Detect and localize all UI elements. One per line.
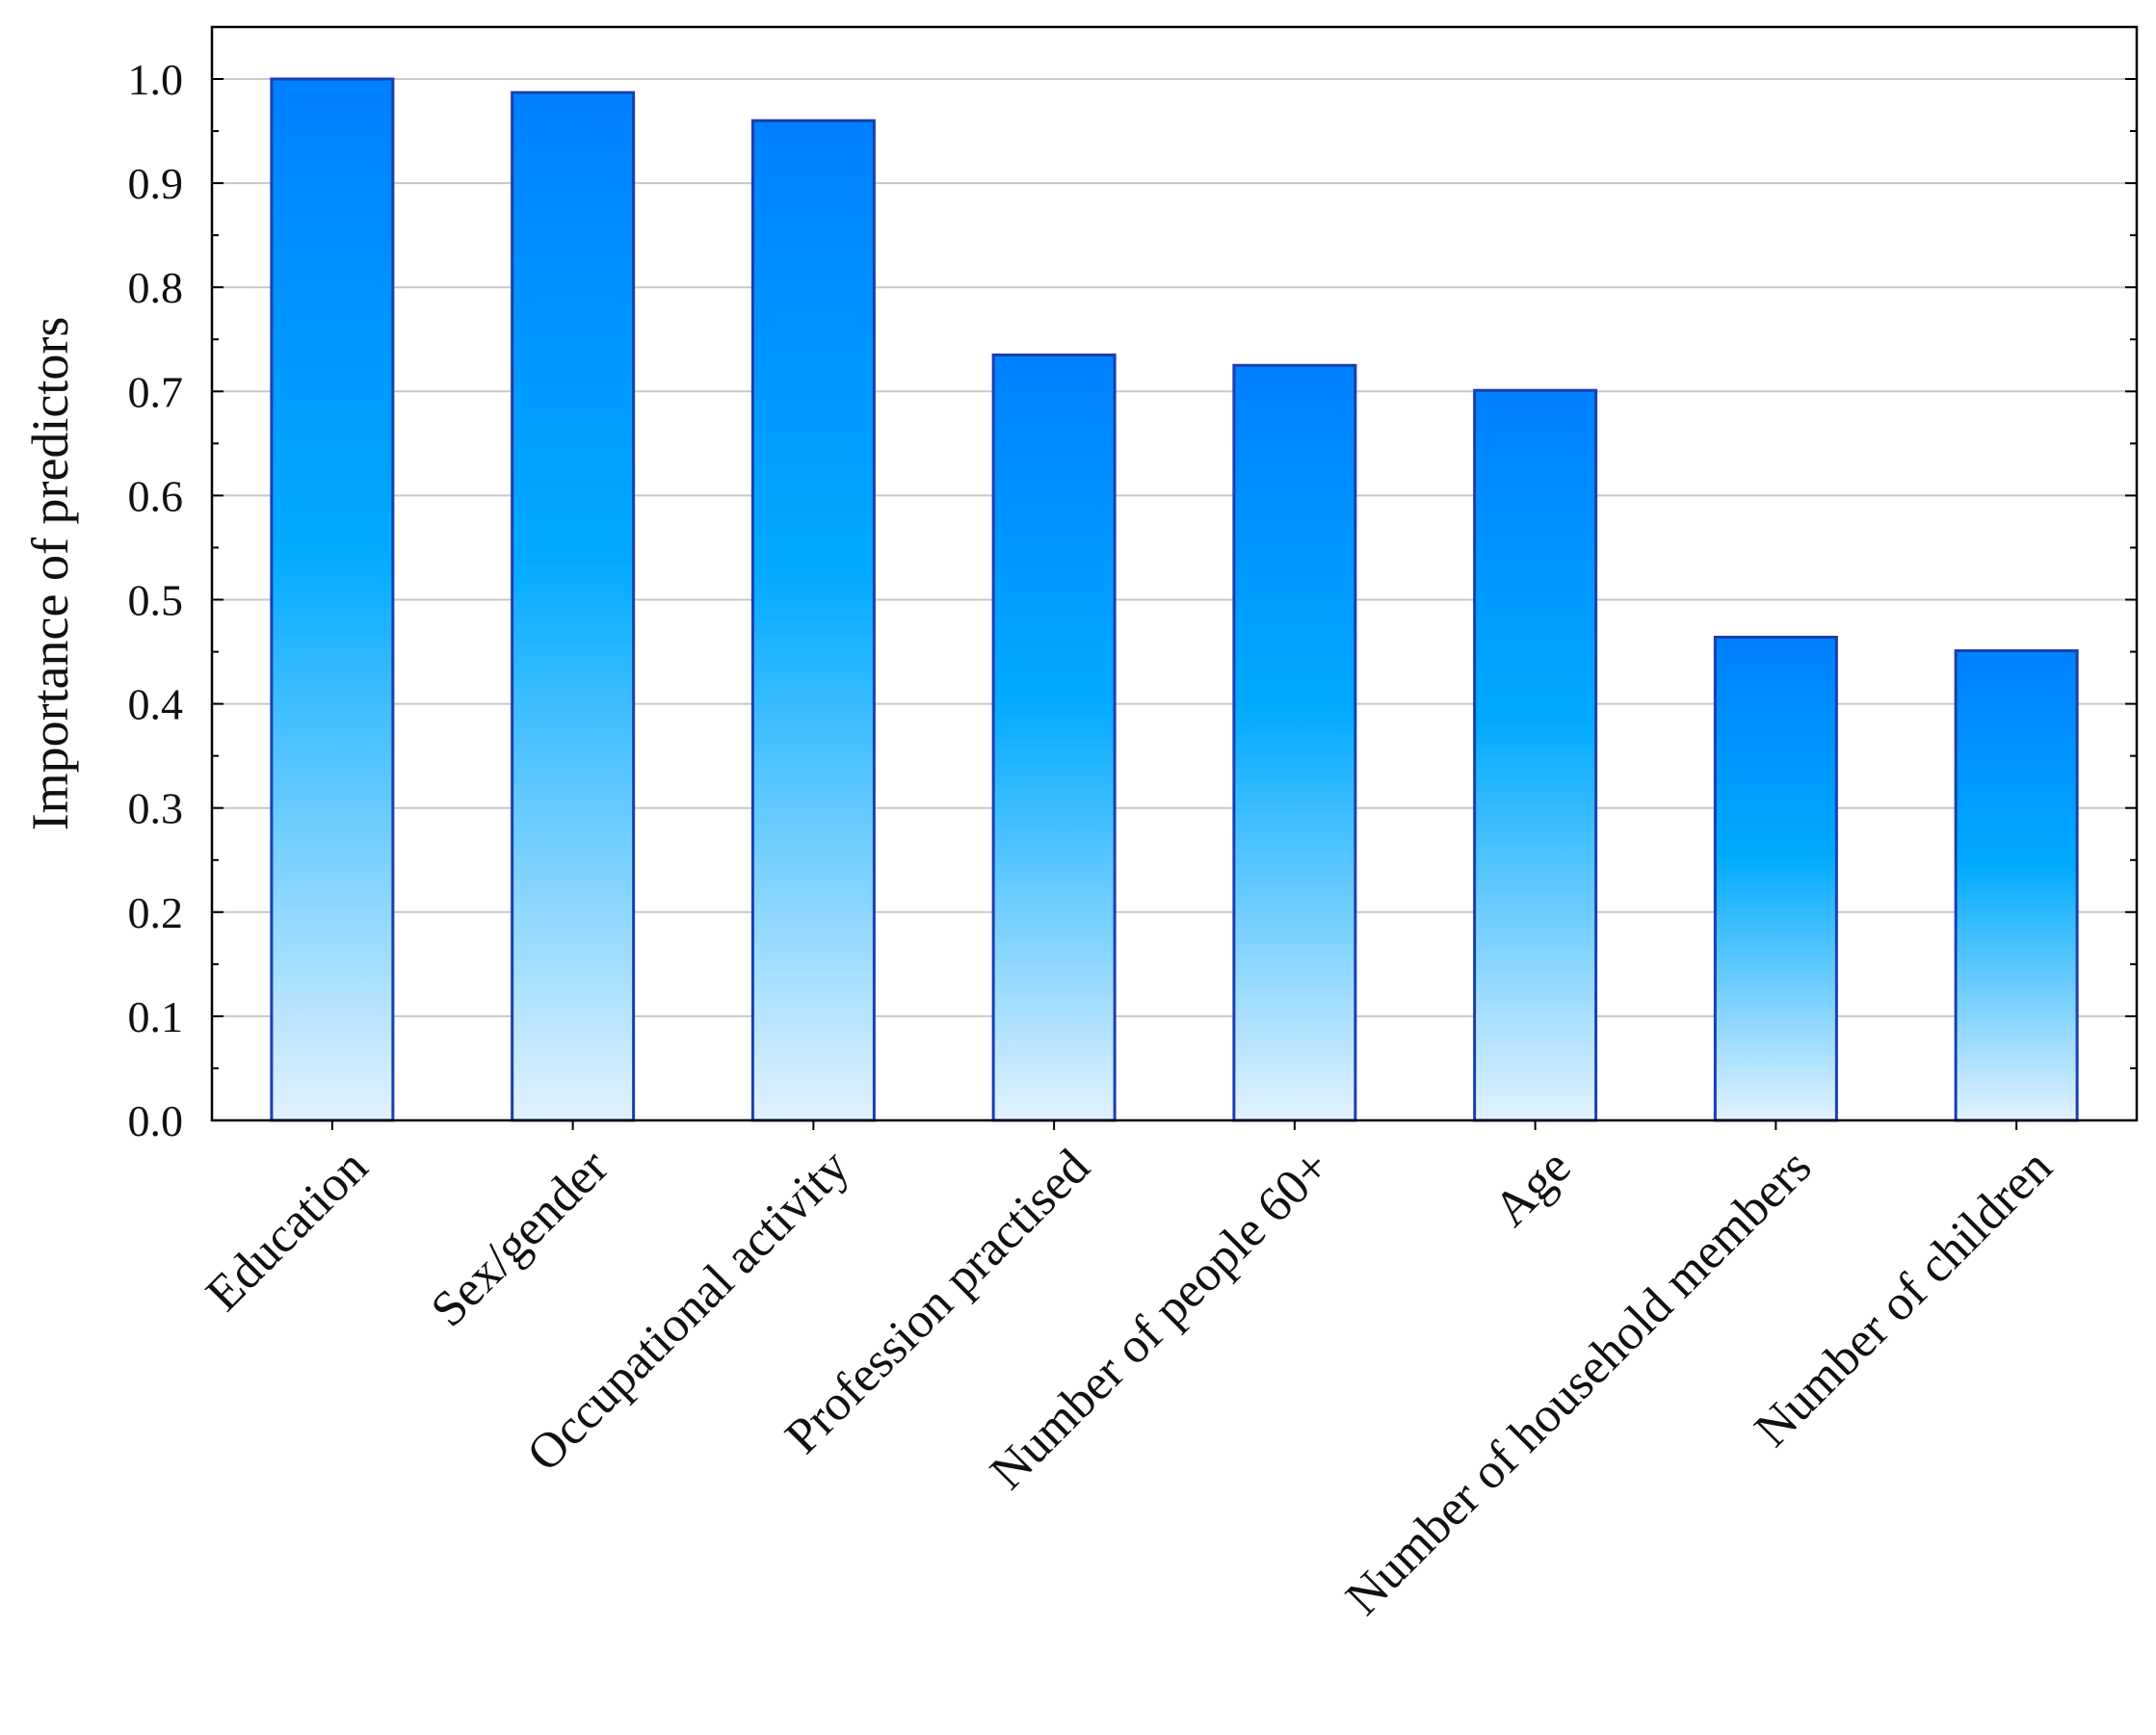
bar-7 [1713, 635, 1838, 1122]
y-tick-label: 0.1 [128, 992, 184, 1041]
y-tick-label: 0.3 [128, 784, 184, 833]
grid-lines [212, 78, 2137, 1017]
x-tick-label: Education [196, 1140, 378, 1322]
x-tick-label: Sex/gender [421, 1140, 619, 1338]
y-tick-label: 0.4 [128, 680, 184, 729]
y-tick-label: 0.7 [128, 367, 184, 416]
y-tick-label: 1.0 [128, 55, 184, 104]
axes [210, 25, 2139, 1130]
bar-6 [1473, 388, 1598, 1122]
y-axis-label: Importance of predictors [21, 317, 79, 831]
y-tick-label: 0.8 [128, 263, 184, 312]
y-tick-label: 0.5 [128, 576, 184, 625]
bar-5 [1232, 363, 1357, 1122]
y-tick-label: 0.6 [128, 471, 184, 520]
bar-8 [1954, 648, 2079, 1122]
y-tick-label: 0.0 [128, 1096, 184, 1145]
x-tick-label: Number of household members [1335, 1140, 1822, 1626]
y-tick-label: 0.2 [128, 888, 184, 937]
y-tick-labels: 0.0 0.1 0.2 0.3 0.4 0.5 0.6 0.7 0.8 0.9 1.0 [128, 55, 184, 1145]
x-tick-label: Age [1484, 1140, 1582, 1238]
bar-3 [750, 118, 876, 1122]
plot-frame [210, 25, 2139, 1122]
y-tick-label: 0.9 [128, 159, 184, 208]
bar-4 [991, 353, 1117, 1122]
bar-2 [511, 91, 636, 1122]
bar-1 [270, 77, 395, 1122]
